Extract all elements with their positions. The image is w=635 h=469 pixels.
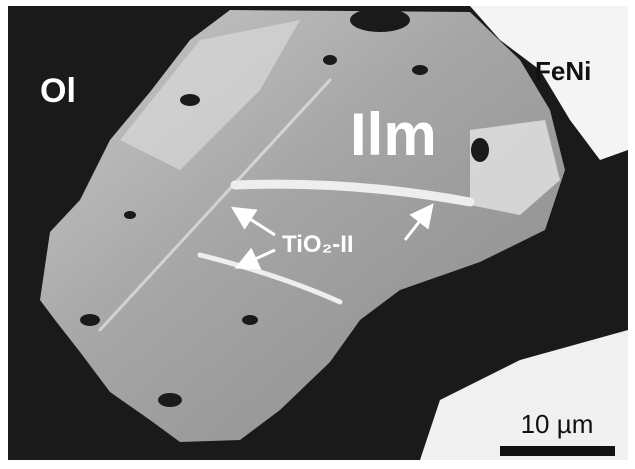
ilmenite-label: Ilm	[350, 101, 437, 168]
olivine-label: Ol	[40, 72, 76, 110]
tio2-label: TiO₂-II	[282, 231, 354, 258]
scale-label: 10 µm	[521, 409, 594, 439]
feni-label: FeNi	[535, 56, 591, 86]
scale-bar	[500, 446, 615, 456]
micrograph: Ol FeNi Ilm TiO₂-II 10 µm	[0, 0, 635, 469]
